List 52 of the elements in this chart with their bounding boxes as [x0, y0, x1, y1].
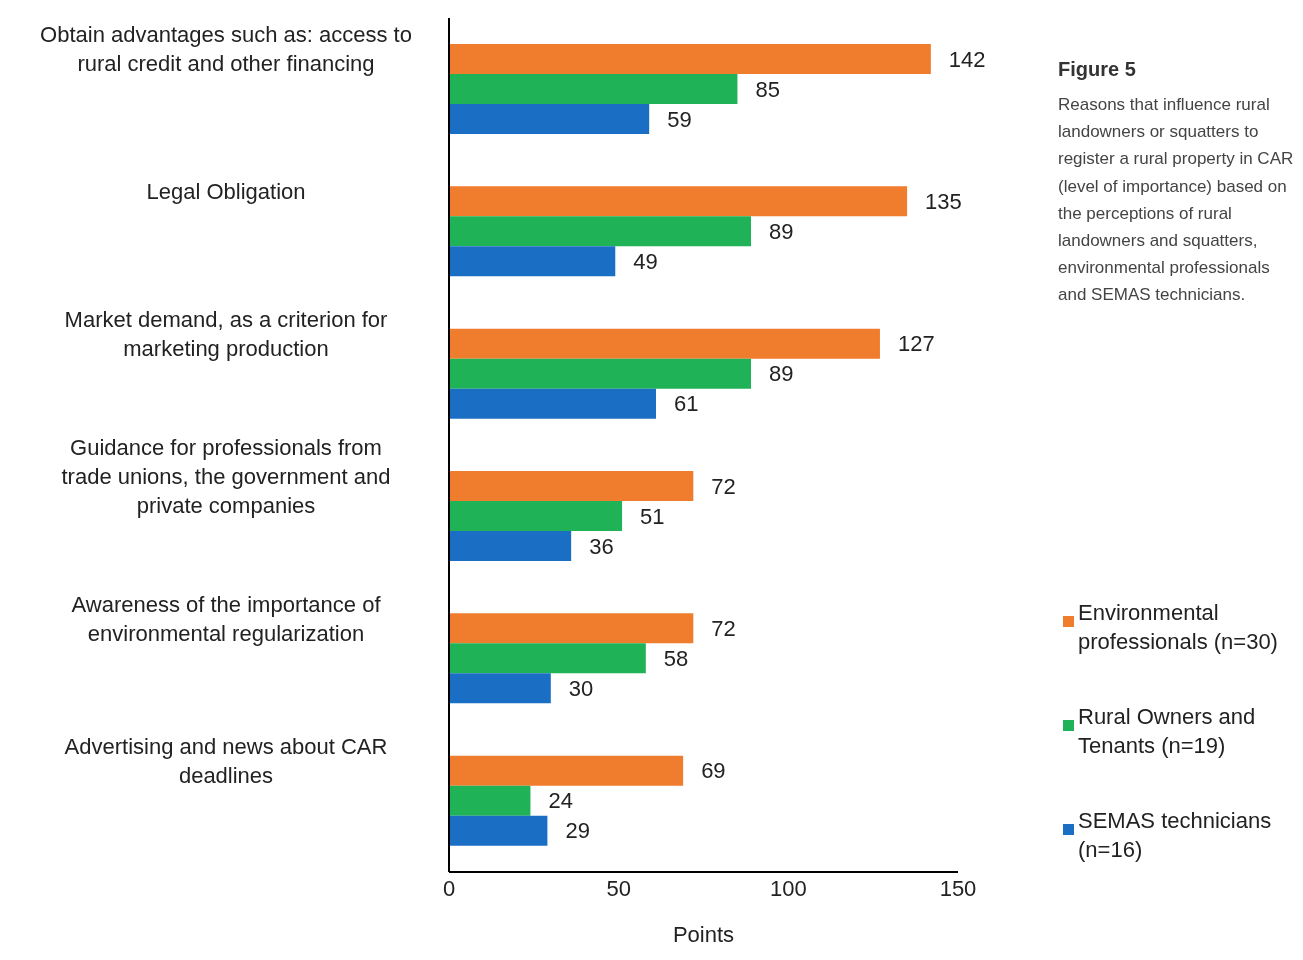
- bar: [449, 643, 646, 674]
- y-tick-label: Market demand, as a criterion for marketing production: [64, 307, 388, 362]
- text: Reasons that influence rural landowners or squatters to register a rural property in CAR (level of importance) based on the perceptions of rural landowners and squatters, environmental professionals and SEMAS technicians.: [1058, 94, 1295, 307]
- data-label: 69: [701, 758, 726, 784]
- legend-label: Rural Owners and Tenants (n=19): [1078, 703, 1257, 760]
- x-tick-label: 150: [939, 875, 977, 901]
- legend-label: SEMAS technicians (n=16): [1078, 807, 1273, 864]
- y-tick-label: Advertising and news about CAR deadlines: [64, 734, 388, 789]
- bar: [449, 388, 656, 419]
- bar: [449, 613, 694, 644]
- data-label: 89: [769, 219, 794, 245]
- data-label: 24: [548, 788, 573, 814]
- bar: [449, 246, 616, 277]
- data-label: 29: [565, 818, 590, 844]
- y-tick-label: Legal Obligation: [146, 179, 306, 205]
- data-label: 72: [711, 473, 736, 499]
- data-label: 127: [897, 331, 935, 357]
- data-label: 36: [589, 533, 614, 559]
- bar: [449, 44, 931, 74]
- data-label: 135: [925, 189, 962, 215]
- bar: [449, 74, 738, 104]
- data-label: 59: [667, 106, 692, 132]
- text: Figure 5: [1058, 58, 1137, 81]
- data-label: 142: [948, 46, 986, 72]
- x-tick-label: 0: [442, 875, 456, 901]
- bar: [449, 358, 752, 389]
- data-label: 89: [769, 361, 794, 387]
- bar: [449, 471, 694, 501]
- data-label: 51: [640, 503, 665, 529]
- bar: [449, 673, 551, 704]
- data-label: 58: [663, 646, 689, 672]
- y-tick-label: Obtain advantages such as: access to rural credit and other financing: [40, 22, 412, 77]
- data-label: 85: [755, 76, 780, 102]
- bar: [449, 186, 908, 217]
- y-tick-label: Awareness of the importance of environmental regularization: [71, 591, 382, 646]
- bar: [449, 785, 531, 816]
- bar: [449, 104, 650, 134]
- bar: [449, 216, 752, 247]
- legend-label: Environmental professionals (n=30): [1078, 599, 1279, 656]
- data-label: 61: [673, 391, 699, 417]
- x-axis-title: Points: [672, 922, 735, 947]
- data-label: 72: [711, 616, 736, 642]
- bar: [449, 755, 684, 786]
- data-label: 49: [633, 249, 658, 275]
- bar: [449, 501, 623, 531]
- y-tick-label: Guidance for professionals from trade unions, the government and private companies: [61, 434, 391, 518]
- bar: [449, 328, 880, 359]
- bar: [449, 815, 548, 846]
- x-tick-label: 50: [606, 875, 631, 901]
- bar: [449, 531, 572, 561]
- x-tick-label: 100: [769, 875, 807, 901]
- data-label: 30: [568, 676, 594, 702]
